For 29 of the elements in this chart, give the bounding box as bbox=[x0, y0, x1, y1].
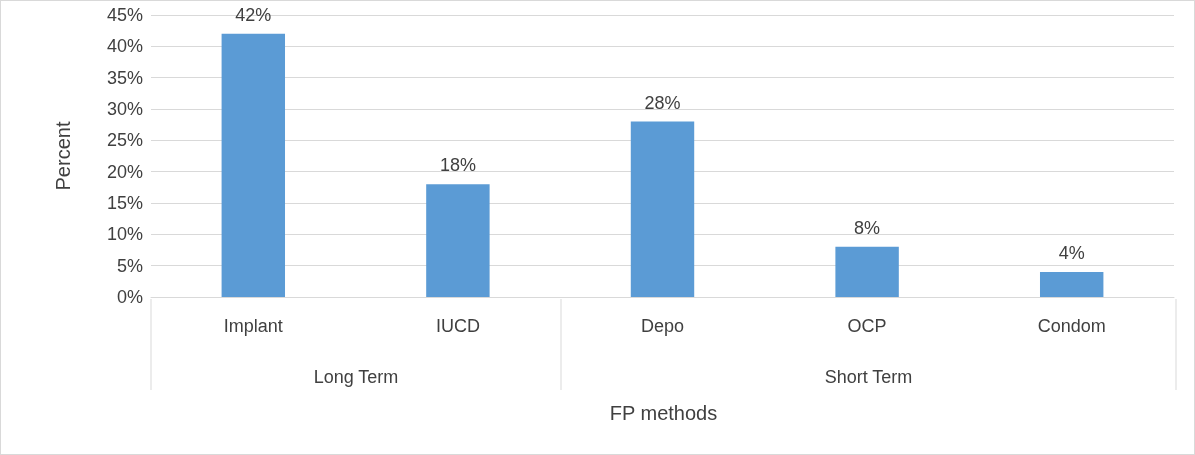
text: Short Term bbox=[824, 367, 913, 387]
text: Long Term bbox=[313, 367, 399, 387]
x-axis-title: FP methods bbox=[609, 402, 718, 424]
y-tick-label: 40% bbox=[106, 36, 143, 57]
y-axis-title: Percent bbox=[52, 121, 74, 191]
bar bbox=[426, 184, 490, 297]
x-tick-label: OCP bbox=[847, 316, 887, 336]
x-tick-label: Implant bbox=[223, 316, 283, 336]
y-tick-label: 10% bbox=[106, 224, 143, 245]
y-tick-label: 0% bbox=[116, 287, 143, 307]
data-label: 18% bbox=[439, 155, 476, 176]
y-tick-label: 45% bbox=[106, 5, 143, 25]
y-tick-label: 30% bbox=[106, 99, 143, 119]
y-tick-label: 5% bbox=[116, 255, 143, 276]
x-tick-label: Depo bbox=[640, 316, 685, 336]
data-label: 4% bbox=[1058, 242, 1085, 263]
y-tick-label: 25% bbox=[106, 130, 143, 151]
bar bbox=[1039, 271, 1104, 297]
bar bbox=[835, 246, 899, 297]
x-tick-label: Condom bbox=[1037, 316, 1106, 336]
x-tick-label: IUCD bbox=[435, 316, 480, 336]
y-tick-label: 20% bbox=[106, 161, 143, 182]
bar bbox=[630, 121, 695, 297]
y-tick-label: 15% bbox=[106, 193, 143, 213]
data-label: 8% bbox=[854, 217, 881, 238]
y-tick-label: 35% bbox=[106, 67, 143, 88]
data-label: 42% bbox=[235, 4, 272, 25]
data-label: 28% bbox=[644, 92, 681, 113]
bar bbox=[221, 33, 286, 297]
